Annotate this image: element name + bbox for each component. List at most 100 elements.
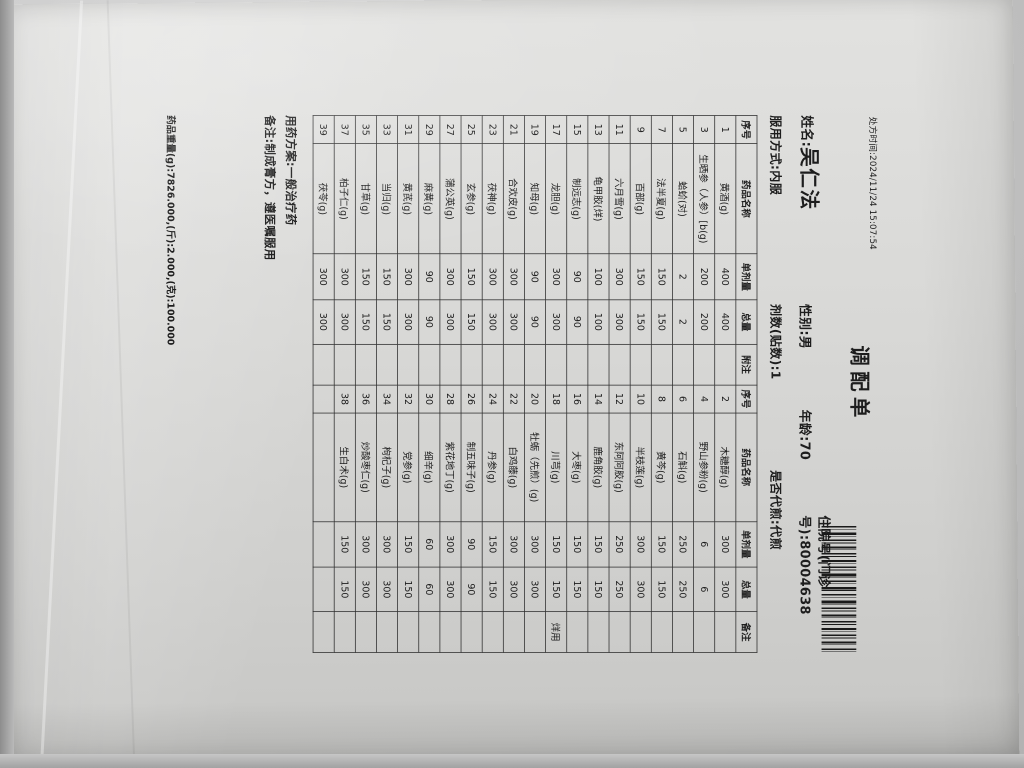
table-header-row: 序号 药品名称 单剂量 总量 附注 序号 药品名称 单剂量 总量 备注 [735,115,757,653]
cell-dose-right: 300 [714,521,736,568]
cell-name-right: 紫花地丁(g) [439,413,462,522]
cell-total-left: 150 [651,299,673,345]
cell-note-right [376,611,398,653]
cell-seq-left: 23 [482,115,504,144]
cell-name-left: 黄酒(g) [714,143,736,254]
cell-total-left: 300 [439,299,462,345]
cell-note-right [334,611,356,653]
cell-note-right [355,611,377,653]
table-row: 29 麻黄(g) 90 90 30 细辛(g) 60 60 [418,115,440,653]
cell-note-right: 烊用 [545,611,567,653]
cell-seq-right: 6 [672,384,694,414]
cell-dose-right: 150 [334,521,356,568]
photo-edge-bottom [0,754,1024,768]
cell-name-right: 木糖醇(g) [714,413,736,522]
cell-dose-left: 90 [566,253,588,300]
cell-name-left: 茯神(g) [482,143,504,254]
cell-note-left [693,344,715,385]
dose-count-field: 剂数(贴数):1 [768,304,786,470]
cell-dose-right: 300 [355,521,377,568]
cell-note-left [672,344,694,385]
cell-note-right [714,611,736,653]
cell-note-left [609,344,631,385]
cell-total-left: 90 [566,299,588,345]
cell-name-right: 牡蛎（先煎）(g) [524,413,546,522]
cell-name-left: 麻黄(g) [418,143,440,254]
cell-total-right: 150 [566,567,588,612]
cell-seq-left: 33 [376,115,398,144]
cell-total-right: 300 [376,567,398,612]
cell-seq-right: 30 [418,384,440,414]
cell-total-left: 150 [461,299,483,345]
prescription-table: 序号 药品名称 单剂量 总量 附注 序号 药品名称 单剂量 总量 备注 1 黄酒(… [313,115,758,653]
cell-name-right [313,413,335,522]
patient-gender-field: 性别:男 [797,304,816,410]
cell-seq-left: 11 [609,115,631,144]
cell-seq-left: 7 [651,115,673,144]
cell-note-right [566,611,588,653]
cell-seq-left: 3 [693,115,715,144]
photo-edge-left [0,0,14,768]
table-row: 23 茯神(g) 300 300 24 丹参(g) 150 150 [482,115,504,653]
prescription-timestamp: 处方时间:2024/11/24 15:07:54 [867,116,879,250]
cell-seq-left: 5 [672,115,694,144]
prescription-document: 处方时间:2024/11/24 15:07:54 调配单 姓名:吴仁法 性别:男… [142,105,882,664]
cell-name-right: 黄芩(g) [651,413,673,522]
table-row: 5 蛤蚧(对) 2 2 6 石斛(g) 250 250 [672,115,694,653]
table-row: 13 龟甲胶(烊) 100 100 14 鹿角胶(g) 150 150 [587,115,610,653]
patient-age-value: 70 [796,441,812,461]
col-header-seq-left: 序号 [735,115,757,144]
dose-count-label: 剂数(贴数): [768,303,784,371]
admission-number-value: 80004638 [796,540,812,615]
cell-dose-right: 150 [545,521,567,568]
cell-note-left [545,344,567,385]
cell-dose-left: 300 [545,253,567,300]
cell-seq-left: 13 [587,115,610,144]
cell-seq-left: 39 [313,115,335,144]
decoct-value: 代煎 [768,525,784,551]
cell-total-left: 300 [482,299,504,345]
cell-dose-left: 300 [439,253,462,300]
cell-name-left: 生晒参（人参）[b(g) [693,143,715,254]
cell-seq-left: 19 [524,115,546,144]
cell-note-left [461,344,483,385]
patient-gender-label: 性别: [796,303,812,336]
table-row: 37 柏子仁(g) 300 300 38 生白术(g) 150 150 [334,115,356,653]
cell-seq-right: 24 [482,384,504,414]
cell-name-left: 百部(g) [630,143,652,254]
col-header-total-right: 总量 [735,567,757,612]
col-header-note-right: 备注 [735,611,757,653]
cell-note-right [397,611,419,653]
cell-note-left [651,344,673,385]
total-weight-text: 药品重量(g):7826.000,(斤):2.000,(克):100.000 [165,115,177,346]
table-row: 15 制远志(g) 90 90 16 大枣(g) 150 150 [566,115,588,653]
cell-dose-left: 300 [397,253,419,300]
document-footer: 用药方案:一般治疗药 备注:制成膏方，遵医嘱服用 [262,115,299,653]
cell-seq-right: 8 [651,384,673,414]
cell-note-left [376,344,398,385]
cell-dose-left: 300 [482,253,504,300]
cell-seq-right: 32 [397,384,419,414]
cell-dose-right [313,521,335,568]
cell-seq-right: 2 [714,384,736,414]
cell-dose-left: 300 [313,253,335,300]
dose-count-value: 1 [768,370,784,380]
cell-seq-right: 16 [566,384,588,414]
cell-seq-right: 4 [693,384,715,414]
cell-dose-right: 60 [418,521,440,568]
usage-label: 服用方式: [768,115,784,171]
cell-name-right: 丹参(g) [482,413,504,522]
cell-note-left [334,344,356,385]
table-row: 25 玄参(g) 150 150 26 制五味子(g) 90 90 [461,115,483,653]
cell-name-left: 玄参(g) [461,143,483,254]
cell-name-left: 六月雪(g) [609,143,631,254]
cell-dose-left: 300 [609,253,631,300]
remark-text: 备注:制成膏方，遵医嘱服用 [262,115,277,261]
cell-name-left: 黄芪(g) [397,143,419,254]
cell-name-right: 东阿阿胶(g) [609,413,631,522]
cell-total-left: 2 [672,299,694,345]
cell-note-right [672,611,694,653]
cell-name-right: 制五味子(g) [461,413,483,522]
cell-total-right: 90 [461,567,483,612]
